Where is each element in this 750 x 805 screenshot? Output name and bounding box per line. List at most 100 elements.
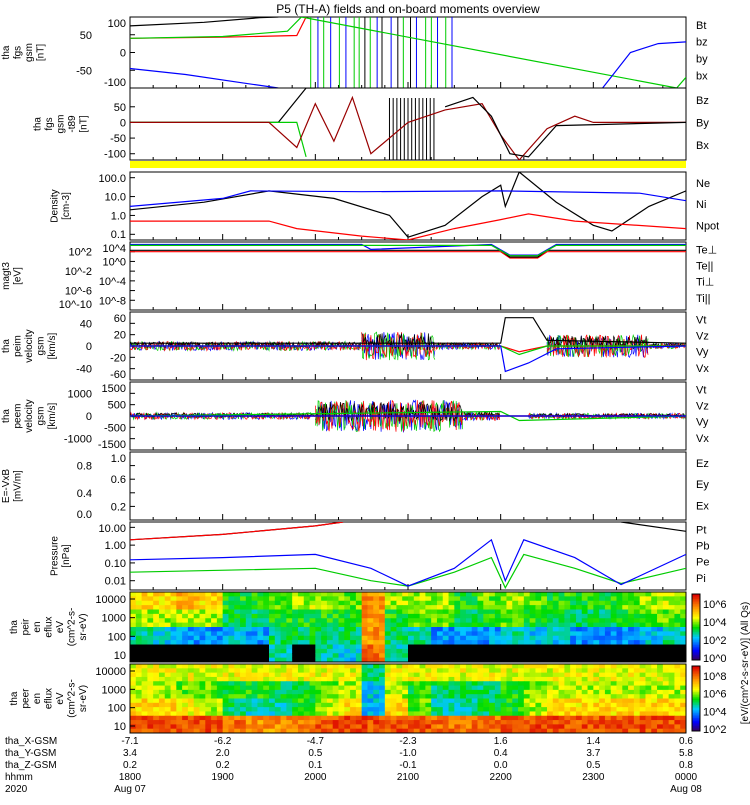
spectrogram-cell — [153, 681, 160, 687]
spectrogram-cell — [286, 694, 293, 699]
spectrogram-cell — [245, 600, 253, 606]
spectrogram-cell — [657, 627, 664, 632]
spectrogram-cell — [628, 648, 635, 654]
spectrogram-cell — [604, 715, 612, 721]
spectrogram-cell — [321, 728, 328, 734]
spectrogram-cell — [332, 622, 339, 628]
y-tick-label: 0 — [120, 48, 126, 60]
spectrogram-cell — [338, 592, 345, 597]
spectrogram-cell — [187, 668, 195, 674]
spectrogram-cell — [141, 622, 148, 628]
spectrogram-cell — [361, 698, 368, 704]
spectrogram-cell — [379, 728, 386, 734]
spectrogram-cell — [187, 676, 195, 682]
spectrogram-cell — [280, 640, 287, 645]
spectrogram-cell — [541, 694, 548, 699]
spectrogram-cell — [286, 711, 293, 717]
spectrogram-cell — [292, 728, 299, 734]
spectrogram-cell — [355, 702, 363, 708]
noise-trace-000000 — [315, 401, 464, 422]
spectrogram-cell — [518, 600, 525, 606]
spectrogram-cell — [315, 592, 322, 597]
spectrogram-cell — [628, 728, 635, 734]
spectrogram-cell — [587, 644, 594, 650]
spectrogram-cell — [413, 702, 421, 708]
spectrogram-cell — [668, 613, 675, 619]
spectrogram-cell — [425, 627, 432, 632]
spectrogram-cell — [216, 689, 224, 695]
spectrogram-cell — [408, 605, 415, 610]
spectrogram-cell — [147, 664, 154, 669]
spectrogram-cell — [494, 664, 502, 669]
spectrogram-cell — [645, 596, 652, 602]
spectrogram-cell — [529, 702, 536, 708]
spectrogram-cell — [639, 681, 646, 687]
spectrogram-cell — [622, 622, 629, 628]
spectrogram-cell — [402, 640, 409, 645]
spectrogram-cell — [500, 702, 507, 708]
spectrogram-cell — [193, 681, 200, 687]
spectrogram-cell — [396, 711, 403, 717]
spectrogram-cell — [234, 689, 241, 695]
spectrogram-cell — [240, 627, 247, 632]
spectrogram-cell — [384, 644, 392, 650]
spectrogram-cell — [628, 592, 635, 597]
y-tick-label: -60 — [110, 369, 126, 381]
spectrogram-cell — [269, 689, 276, 695]
spectrogram-cell — [205, 689, 212, 695]
spectrogram-cell — [616, 609, 623, 615]
spectrogram-cell — [633, 627, 641, 632]
spectrogram-cell — [240, 622, 247, 628]
spectrogram-cell — [460, 707, 467, 712]
spectrogram-cell — [454, 715, 461, 721]
spectrogram-cell — [587, 668, 594, 674]
spectrogram-cell — [379, 711, 386, 717]
spectrogram-cell — [448, 711, 455, 717]
spectrogram-cell — [141, 702, 148, 708]
spectrogram-cell — [494, 635, 502, 641]
spectrogram-cell — [240, 711, 247, 717]
spectrogram-cell — [326, 648, 334, 654]
spectrogram-cell — [332, 635, 339, 641]
spectrogram-cell — [182, 613, 189, 619]
spectrogram-cell — [390, 672, 397, 678]
spectrogram-cell — [645, 702, 652, 708]
spectrogram-cell — [523, 635, 531, 641]
spectrogram-cell — [587, 635, 594, 641]
spectrogram-cell — [431, 698, 438, 704]
spectrogram-cell — [674, 664, 681, 669]
spectrogram-cell — [344, 609, 351, 615]
spectrogram-cell — [361, 681, 368, 687]
spectrogram-cell — [269, 715, 276, 721]
series-line-bz — [130, 88, 316, 123]
spectrogram-cell — [477, 720, 484, 725]
spectrogram-cell — [529, 668, 536, 674]
spectrogram-cell — [552, 728, 560, 734]
spectrogram-cell — [384, 600, 392, 606]
spectrogram-cell — [367, 640, 374, 645]
y-axis-label-line: peir — [20, 618, 31, 635]
spectrogram-cell — [251, 681, 258, 687]
y-tick-label: 0.0 — [77, 509, 92, 521]
spectrogram-cell — [454, 685, 461, 691]
spectrogram-cell — [454, 720, 461, 725]
spectrogram-cell — [465, 711, 473, 717]
spectrogram-cell — [355, 627, 363, 632]
spectrogram-cell — [657, 689, 664, 695]
spectrogram-cell — [483, 724, 490, 730]
colorbar-cell — [692, 687, 700, 690]
spectrogram-cell — [506, 672, 513, 678]
spectrogram-cell — [402, 600, 409, 606]
spectrogram-cell — [506, 600, 513, 606]
spectrogram-cell — [130, 720, 137, 725]
spectrogram-cell — [187, 644, 195, 650]
spectrogram-cell — [512, 685, 519, 691]
spectrogram-cell — [460, 694, 467, 699]
spectrogram-cell — [500, 698, 507, 704]
spectrogram-cell — [350, 724, 357, 730]
spectrogram-cell — [373, 694, 380, 699]
spectrogram-cell — [639, 592, 646, 597]
spectrogram-cell — [164, 609, 172, 615]
spectrogram-cell — [303, 707, 311, 712]
spectrogram-cell — [309, 648, 316, 654]
